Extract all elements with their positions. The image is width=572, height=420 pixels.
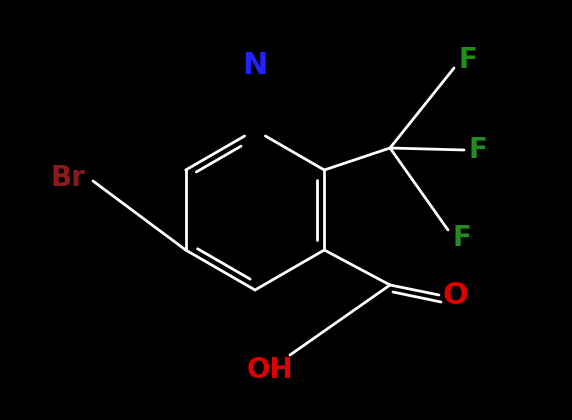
Text: N: N	[243, 50, 268, 79]
Text: F: F	[468, 136, 487, 164]
Text: F: F	[459, 46, 478, 74]
Text: O: O	[442, 281, 468, 310]
Text: F: F	[452, 224, 471, 252]
Text: Br: Br	[50, 164, 85, 192]
Text: OH: OH	[247, 356, 293, 384]
